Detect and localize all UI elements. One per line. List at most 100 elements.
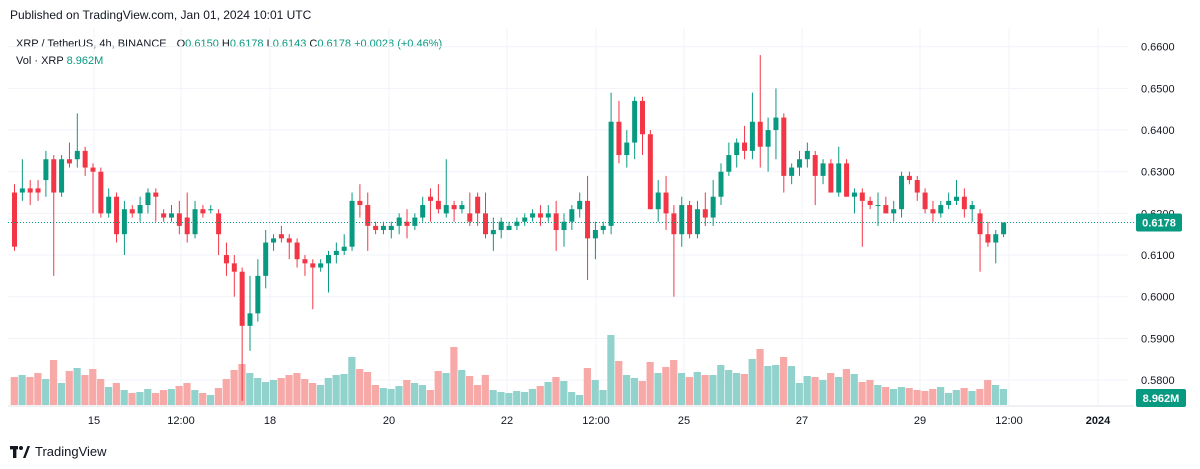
candle-body	[993, 234, 999, 243]
candle	[577, 192, 583, 218]
candle-body	[169, 213, 174, 218]
candle-body	[647, 134, 653, 210]
candle	[380, 221, 386, 235]
candle-body	[844, 163, 850, 197]
candle-body	[380, 225, 386, 231]
candle-body	[773, 117, 779, 131]
volume-bar	[356, 369, 364, 405]
candle-body	[247, 313, 253, 326]
volume-bar	[952, 390, 960, 405]
candle	[851, 188, 857, 214]
candle	[412, 213, 418, 231]
candle-body	[208, 209, 214, 211]
volume-bar	[772, 365, 780, 405]
candle-body	[679, 205, 685, 235]
volume-bar	[740, 374, 748, 405]
volume-bar	[473, 385, 482, 405]
candle	[883, 196, 889, 214]
candle-body	[506, 225, 512, 231]
candle	[82, 146, 88, 176]
candle	[483, 192, 488, 239]
volume-bar	[363, 372, 372, 405]
volume-label[interactable]: Vol · XRP	[16, 55, 64, 67]
candle	[443, 159, 449, 218]
volume-bar	[136, 392, 144, 405]
candle-body	[310, 263, 316, 268]
candle	[985, 221, 991, 247]
candle-body	[930, 209, 936, 214]
candle	[671, 205, 677, 297]
x-tick-label: 12:00	[582, 415, 610, 427]
y-tick-label: 0.6400	[1141, 125, 1175, 137]
candle	[137, 196, 143, 222]
y-tick-label: 0.6000	[1141, 292, 1175, 304]
volume-bar	[65, 371, 73, 405]
volume-bar	[520, 392, 529, 405]
candle	[121, 200, 127, 256]
volume-bar	[670, 360, 678, 405]
candle	[294, 238, 300, 268]
volume-bar	[819, 380, 827, 405]
candle	[231, 255, 237, 297]
candle	[428, 188, 434, 222]
volume-bar	[693, 372, 701, 405]
volume-bar	[544, 382, 552, 405]
volume-bar	[18, 375, 26, 405]
candle-body	[687, 205, 693, 235]
candle-body	[906, 175, 912, 181]
volume-bar	[316, 385, 325, 405]
candle-body	[129, 209, 135, 214]
candle-body	[278, 234, 284, 239]
candle-body	[789, 167, 795, 176]
candle-body	[349, 200, 355, 247]
candle	[129, 205, 135, 218]
candle-body	[271, 238, 277, 243]
candle	[679, 196, 685, 247]
volume-bar	[89, 369, 97, 405]
candle-body	[694, 209, 700, 235]
volume-bar	[866, 380, 874, 405]
candle	[820, 159, 826, 185]
volume-bar	[701, 375, 709, 405]
volume-bar	[999, 389, 1007, 405]
x-tick-label: 29	[914, 415, 926, 427]
candle-body	[59, 159, 65, 193]
candle-body	[663, 192, 669, 214]
candle-body	[577, 200, 583, 210]
candle-body	[404, 221, 410, 226]
candle	[592, 221, 598, 260]
candle	[200, 205, 206, 218]
tradingview-brand[interactable]: TradingView	[10, 444, 107, 459]
candle-body	[522, 217, 528, 222]
candle	[600, 221, 606, 235]
volume-bar	[481, 375, 489, 405]
volume-bar	[889, 389, 898, 405]
candle-body	[812, 155, 818, 176]
volume-bar	[112, 383, 120, 405]
y-tick-label: 0.5900	[1141, 333, 1175, 345]
candle-body	[27, 188, 33, 193]
candle-body	[357, 200, 363, 206]
candle	[176, 200, 182, 235]
volume-bar	[677, 373, 686, 405]
candle-body	[710, 196, 716, 218]
x-tick-label: 12:00	[995, 415, 1023, 427]
candle	[993, 230, 999, 264]
candle	[867, 196, 873, 210]
volume-bar	[489, 390, 497, 405]
candle-body	[969, 205, 975, 210]
candle-body	[1001, 222, 1007, 235]
candle-body	[867, 200, 873, 206]
candle	[396, 213, 402, 235]
candle-body	[74, 150, 80, 160]
candle-body	[781, 117, 787, 176]
y-tick-label: 0.6600	[1141, 42, 1175, 54]
candle	[914, 175, 920, 201]
volume-bar	[591, 380, 599, 405]
last-price-label: 0.6178	[1142, 218, 1176, 230]
candle	[624, 130, 630, 168]
candle-body	[341, 246, 347, 251]
volume-bar	[568, 392, 576, 405]
candle	[702, 192, 708, 226]
